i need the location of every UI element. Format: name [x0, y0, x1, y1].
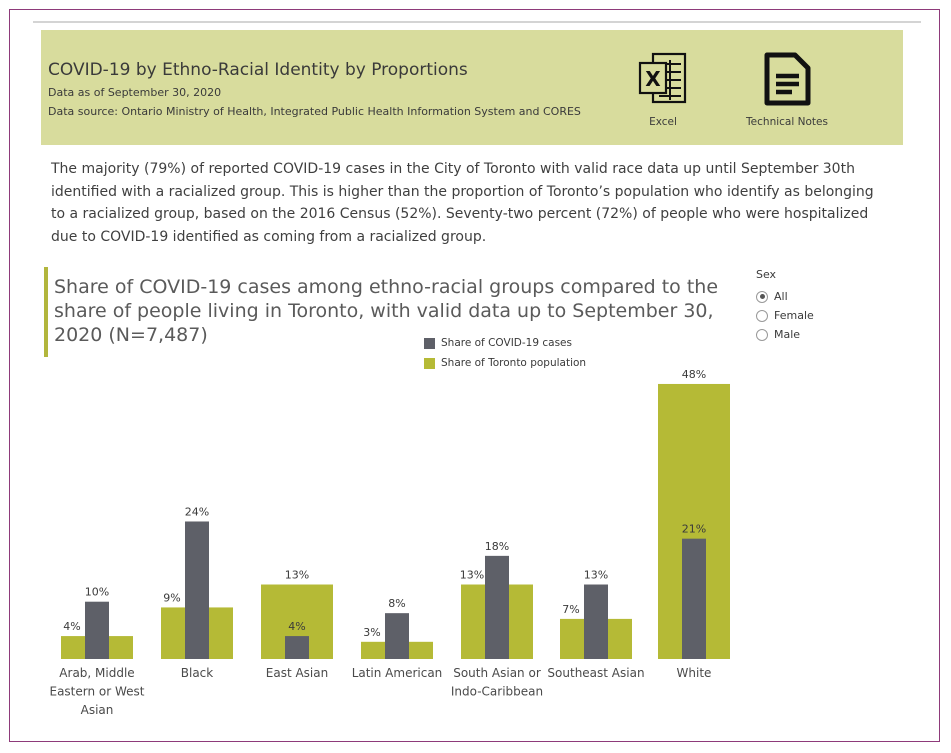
legend-swatch-population	[424, 357, 435, 369]
data-label-cases-0: 10%	[85, 586, 109, 599]
data-label-population-3: 3%	[363, 626, 380, 639]
category-label-0-1: Eastern or West	[49, 685, 144, 699]
bar-cases-2	[285, 636, 309, 659]
category-label-4-1: Indo-Caribbean	[451, 685, 543, 699]
data-label-population-5: 7%	[562, 603, 579, 616]
legend-label-cases: Share of COVID-19 cases	[441, 337, 572, 349]
category-label-6-0: White	[677, 666, 712, 680]
data-label-cases-6: 21%	[682, 523, 706, 536]
chart-legend: Share of COVID-19 cases Share of Toronto…	[424, 333, 586, 373]
legend-label-population: Share of Toronto population	[441, 357, 587, 369]
technical-notes-label[interactable]: Technical Notes	[746, 116, 828, 128]
category-label-1-0: Black	[181, 666, 214, 680]
data-label-population-6: 48%	[682, 368, 706, 381]
header-banner: COVID-19 by Ethno-Racial Identity by Pro…	[41, 30, 903, 145]
excel-icon[interactable]: X	[637, 51, 689, 105]
data-label-cases-4: 18%	[485, 540, 509, 553]
radio-male[interactable]	[756, 328, 768, 341]
bar-cases-1	[185, 521, 209, 659]
legend-item-cases: Share of COVID-19 cases	[424, 333, 586, 353]
chart-title-accent	[44, 267, 48, 357]
category-label-4-0: South Asian or	[453, 666, 541, 680]
chart-title: Share of COVID-19 cases among ethno-raci…	[54, 276, 719, 346]
bar-cases-6	[682, 538, 706, 659]
category-label-2-0: East Asian	[266, 666, 328, 680]
radio-female[interactable]	[756, 309, 768, 322]
data-date: Data as of September 30, 2020	[48, 86, 222, 99]
top-divider	[33, 21, 921, 23]
svg-text:X: X	[645, 67, 661, 91]
data-label-population-0: 4%	[63, 620, 80, 633]
sex-option-male-label: Male	[774, 328, 801, 341]
legend-item-population: Share of Toronto population	[424, 353, 586, 373]
data-label-cases-2: 4%	[288, 620, 305, 633]
excel-download-label[interactable]: Excel	[649, 116, 677, 128]
document-icon[interactable]	[761, 50, 813, 108]
category-label-5-0: Southeast Asian	[547, 666, 644, 680]
bar-cases-3	[385, 613, 409, 659]
data-label-cases-3: 8%	[388, 597, 405, 610]
category-label-0-0: Arab, Middle	[59, 666, 134, 680]
data-label-cases-1: 24%	[185, 505, 209, 518]
page-title: COVID-19 by Ethno-Racial Identity by Pro…	[48, 60, 468, 80]
bar-cases-4	[485, 555, 509, 659]
data-label-population-2: 13%	[285, 569, 309, 582]
bar-cases-5	[584, 584, 608, 659]
legend-swatch-cases	[424, 337, 435, 349]
data-label-population-1: 9%	[163, 591, 180, 604]
sex-option-all[interactable]: All	[756, 287, 814, 306]
data-label-cases-5: 13%	[584, 569, 608, 582]
radio-all[interactable]	[756, 290, 768, 303]
sex-filter: Sex All Female Male	[756, 268, 814, 344]
category-label-0-2: Asian	[81, 703, 114, 717]
sex-option-male[interactable]: Male	[756, 325, 814, 344]
bar-cases-0	[85, 601, 109, 659]
sex-option-female-label: Female	[774, 309, 814, 322]
category-label-3-0: Latin American	[352, 666, 443, 680]
sex-filter-label: Sex	[756, 268, 777, 281]
sex-option-female[interactable]: Female	[756, 306, 814, 325]
sex-option-all-label: All	[774, 290, 788, 303]
data-source: Data source: Ontario Ministry of Health,…	[48, 105, 581, 118]
summary-text: The majority (79%) of reported COVID-19 …	[51, 161, 874, 245]
data-label-population-4: 13%	[460, 569, 484, 582]
